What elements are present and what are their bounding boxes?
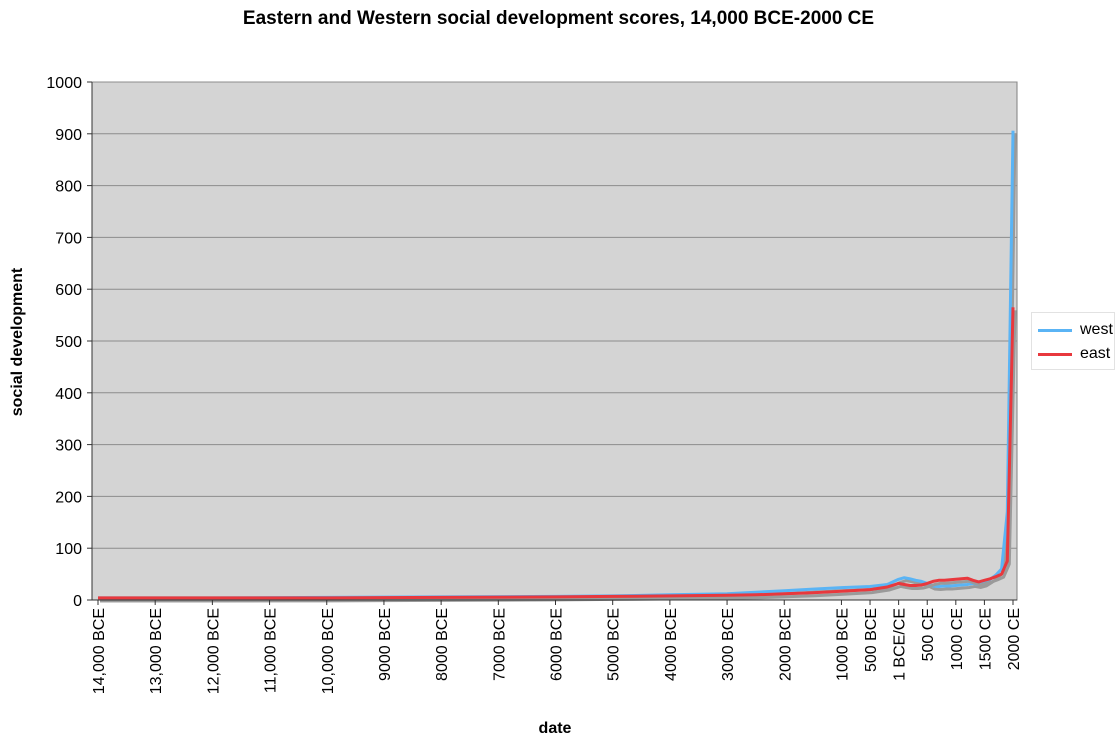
x-tick-label: 3000 BCE bbox=[720, 608, 737, 681]
legend-label-west: west bbox=[1080, 321, 1113, 338]
gridlines bbox=[92, 81, 1017, 549]
y-tick-label: 700 bbox=[55, 230, 82, 247]
series-line-east bbox=[98, 307, 1015, 600]
x-tick-label: 7000 BCE bbox=[491, 608, 508, 681]
x-tick-label: 9000 BCE bbox=[377, 608, 394, 681]
x-tick-label: 1500 CE bbox=[977, 608, 994, 670]
x-tick-labels: 14,000 BCE 13,000 BCE 12,000 BCE 11,000 BCE… bbox=[91, 600, 1023, 694]
chart-title: Eastern and Western social development s… bbox=[242, 8, 875, 29]
legend: west east bbox=[1031, 312, 1115, 370]
x-tick-label: 2000 BCE bbox=[777, 608, 794, 681]
y-tick-label: 200 bbox=[55, 489, 82, 506]
y-tick-label: 900 bbox=[55, 127, 82, 144]
y-tick-label: 1000 bbox=[46, 75, 82, 92]
x-tick-label: 6000 BCE bbox=[549, 608, 566, 681]
series-lines bbox=[98, 130, 1017, 603]
x-tick-label: 14,000 BCE bbox=[91, 608, 108, 694]
x-tick-label: 1000 BCE bbox=[834, 608, 851, 681]
x-tick-label: 13,000 BCE bbox=[148, 608, 165, 694]
x-tick-label: 12,000 BCE bbox=[205, 608, 222, 694]
y-axis-label: social development bbox=[9, 267, 26, 417]
y-tick-label: 400 bbox=[55, 386, 82, 403]
series-shadow-east bbox=[100, 310, 1017, 603]
y-tick-label: 300 bbox=[55, 438, 82, 455]
y-tick-label: 100 bbox=[55, 541, 82, 558]
x-tick-label: 500 CE bbox=[920, 608, 937, 661]
x-tick-label: 5000 BCE bbox=[606, 608, 623, 681]
x-tick-label: 1 BCE/CE bbox=[892, 608, 909, 681]
y-tick-labels: 0 100 200 300 400 500 600 700 800 900 1000 bbox=[46, 75, 92, 610]
y-tick-label: 500 bbox=[55, 334, 82, 351]
x-axis-label: date bbox=[538, 720, 572, 737]
x-tick-label: 10,000 BCE bbox=[320, 608, 337, 694]
x-tick-label: 8000 BCE bbox=[434, 608, 451, 681]
legend-swatch-west bbox=[1038, 329, 1072, 332]
y-tick-label: 600 bbox=[55, 282, 82, 299]
x-tick-label: 1000 CE bbox=[949, 608, 966, 670]
y-tick-label: 800 bbox=[55, 179, 82, 196]
x-tick-label: 2000 CE bbox=[1006, 608, 1023, 670]
legend-label-east: east bbox=[1080, 345, 1111, 362]
x-tick-label: 11,000 BCE bbox=[263, 608, 280, 693]
x-tick-label: 4000 BCE bbox=[663, 608, 680, 681]
legend-swatch-east bbox=[1038, 353, 1072, 356]
x-tick-label: 500 BCE bbox=[863, 608, 880, 672]
y-tick-label: 0 bbox=[73, 593, 82, 610]
